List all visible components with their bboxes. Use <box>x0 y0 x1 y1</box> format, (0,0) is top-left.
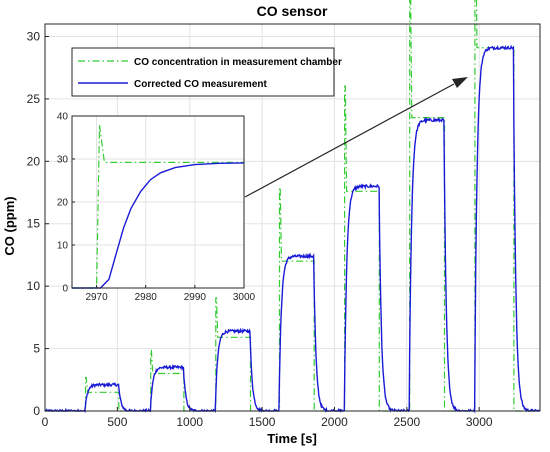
legend-corrected-label: Corrected CO measurement <box>134 79 267 90</box>
y-tick-label: 25 <box>27 92 41 106</box>
legend-box <box>71 47 335 97</box>
inset: 2970 2980 2990 3000 0 10 20 30 40 <box>57 112 256 304</box>
y-tick-label: 15 <box>27 217 41 231</box>
plot-frame <box>44 23 541 412</box>
x-tick-label: 2500 <box>393 415 420 429</box>
y-tick-label: 30 <box>27 29 41 43</box>
chart-title: CO sensor <box>257 3 328 19</box>
x-tick-label: 1500 <box>249 415 276 429</box>
legend: CO concentration in measurement chamber … <box>71 47 342 97</box>
y-tick-label: 0 <box>33 404 40 418</box>
x-tick-label: 1000 <box>176 415 203 429</box>
inset-x-tick-label: 2980 <box>135 292 158 303</box>
inset-y-tick-label: 20 <box>57 198 69 209</box>
x-tick-label: 0 <box>42 415 49 429</box>
y-tick-label: 5 <box>33 342 40 356</box>
inset-x-tick-label: 2990 <box>184 292 207 303</box>
annotation-arrow <box>244 83 455 198</box>
main-ticks: 0 500 1000 1500 2000 2500 3000 0 5 10 15 20 25 30 <box>27 29 493 429</box>
inset-y-tick-label: 40 <box>57 112 69 123</box>
reference-line <box>45 0 540 412</box>
x-axis-title: Time [s] <box>267 431 317 446</box>
inset-ticks: 2970 2980 2990 3000 0 10 20 30 40 <box>57 112 256 304</box>
inset-y-tick-label: 30 <box>57 155 69 166</box>
inset-y-tick-label: 0 <box>62 284 68 295</box>
legend-reference-label: CO concentration in measurement chamber <box>134 57 342 68</box>
inset-x-tick-label: 2970 <box>85 292 108 303</box>
x-tick-label: 2000 <box>321 415 348 429</box>
y-axis-title: CO (ppm) <box>2 196 17 255</box>
inset-y-tick-label: 10 <box>57 241 69 252</box>
y-tick-label: 10 <box>27 279 41 293</box>
inset-x-tick-label: 3000 <box>233 292 256 303</box>
inset-corrected-line <box>72 162 245 289</box>
x-tick-label: 500 <box>107 415 127 429</box>
annotation-arrowhead <box>452 77 468 88</box>
x-tick-label: 3000 <box>466 415 493 429</box>
y-tick-label: 20 <box>27 154 41 168</box>
